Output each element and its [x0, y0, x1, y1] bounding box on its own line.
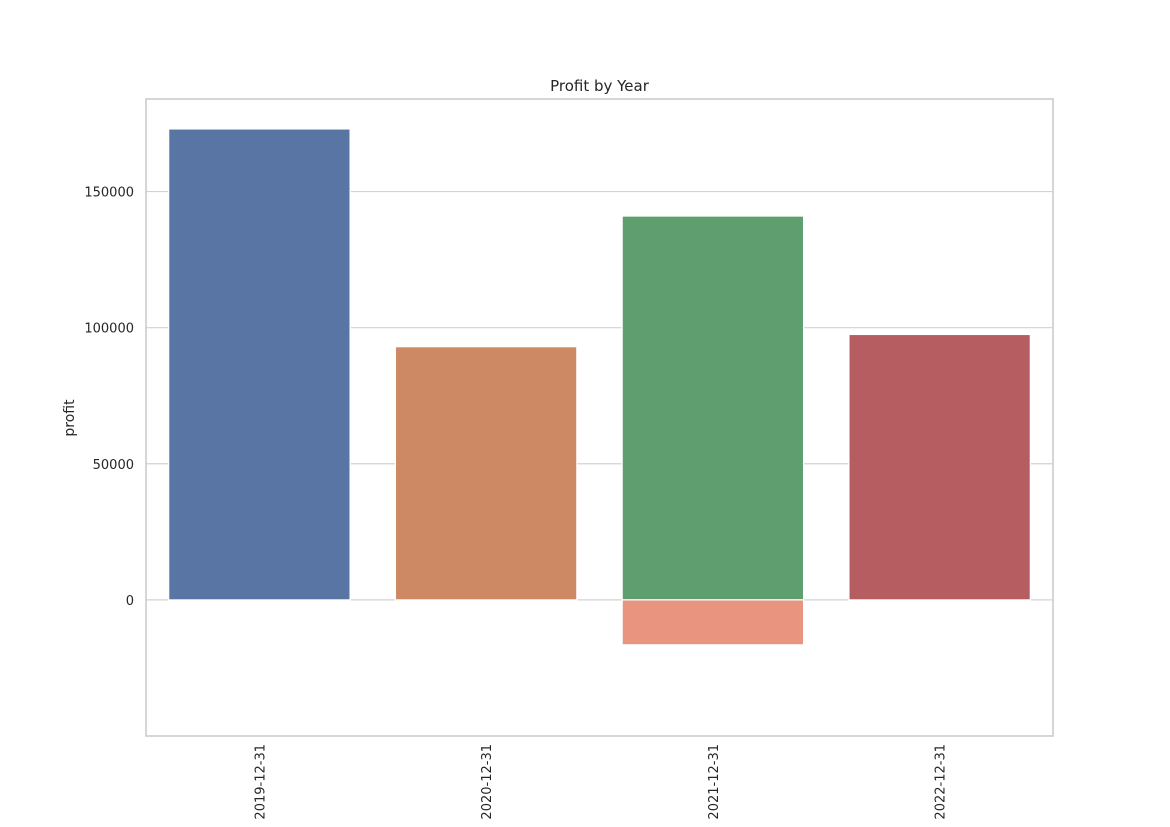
bar-2019-12-31: [168, 128, 351, 601]
bar-2022-12-31: [848, 333, 1031, 601]
y-axis-ticks: 0 50000 100000 150000: [84, 186, 134, 609]
plot-frame: [145, 98, 1054, 737]
y-tick-label: 50000: [93, 458, 134, 473]
bar-2021-12-31: [621, 215, 805, 601]
chart-title: Profit by Year: [550, 77, 650, 95]
y-axis-label: profit: [62, 399, 78, 437]
bar-2021-12-31-negative: [621, 599, 805, 646]
y-tick-label: 150000: [84, 186, 134, 201]
x-tick-label: 2019-12-31: [253, 744, 268, 820]
x-tick-label: 2021-12-31: [707, 744, 722, 820]
x-tick-label: 2020-12-31: [480, 744, 495, 820]
bars: [168, 128, 1031, 646]
bar-2020-12-31: [394, 346, 578, 601]
y-tick-label: 0: [126, 594, 134, 609]
x-axis-ticks: 2019-12-31 2020-12-31 2021-12-31 2022-12-31: [253, 744, 948, 820]
x-tick-label: 2022-12-31: [934, 744, 949, 820]
y-tick-label: 100000: [84, 322, 134, 337]
